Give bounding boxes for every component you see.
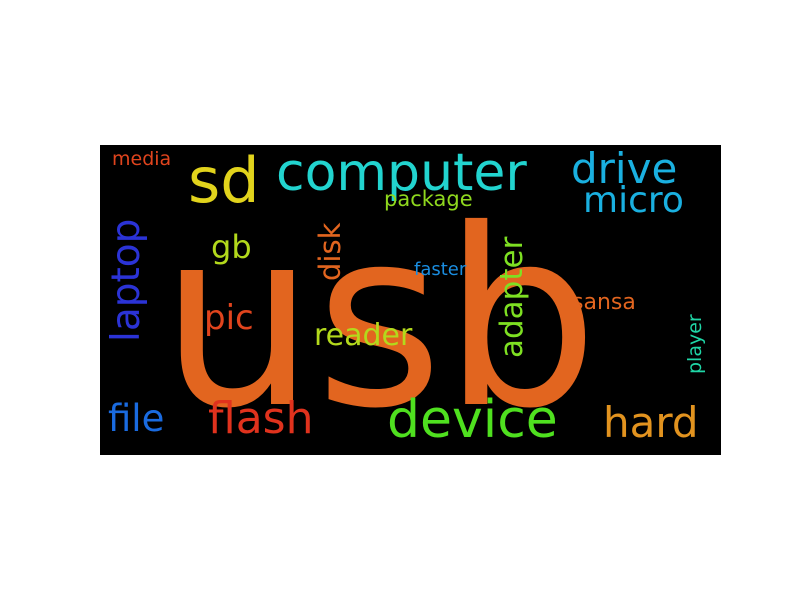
- word-disk: disk: [313, 222, 347, 281]
- word-media: media: [112, 148, 172, 170]
- word-laptop: laptop: [104, 218, 149, 342]
- word-sd: sd: [188, 145, 260, 217]
- word-adapter: adapter: [494, 236, 530, 358]
- word-sansa: sansa: [572, 290, 636, 315]
- word-reader: reader: [314, 318, 413, 353]
- word-drive: drive: [571, 145, 678, 193]
- word-pic: pic: [204, 298, 254, 338]
- word-usb: usb: [160, 177, 599, 455]
- word-cloud: usb sd computer drive micro media packag…: [100, 145, 721, 455]
- word-package: package: [384, 187, 473, 211]
- word-player: player: [684, 314, 706, 374]
- word-micro: micro: [583, 180, 684, 221]
- word-gb: gb: [211, 228, 252, 266]
- word-file: file: [108, 397, 165, 440]
- word-device: device: [387, 390, 558, 450]
- word-flash: flash: [208, 393, 314, 444]
- word-computer: computer: [276, 145, 527, 203]
- word-faster: faster: [414, 259, 467, 280]
- word-hard: hard: [603, 398, 699, 447]
